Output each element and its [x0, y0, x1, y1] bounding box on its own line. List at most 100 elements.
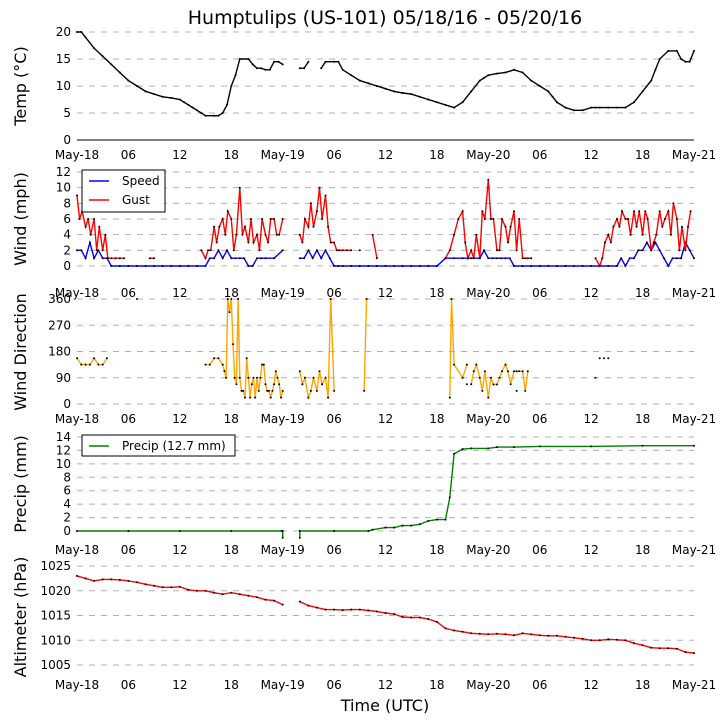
wind-point	[513, 265, 515, 267]
altimeter-point	[573, 636, 575, 639]
direction-xtick-label: May-18	[55, 412, 99, 426]
temp-point	[187, 103, 190, 106]
series-direction	[76, 298, 529, 401]
wind-point	[629, 233, 632, 236]
wind-point	[95, 249, 98, 252]
wind-point	[226, 210, 229, 213]
wind-point	[273, 218, 276, 220]
temp-point	[504, 71, 507, 74]
wind-point	[235, 233, 238, 236]
altimeter-point	[375, 610, 378, 613]
direction-ytick-label: 90	[56, 371, 71, 385]
wind-point	[672, 202, 675, 205]
temp-point	[461, 101, 464, 104]
direction-point	[594, 376, 597, 379]
wind-point	[681, 225, 683, 228]
wind-point	[209, 249, 212, 252]
temp-point	[268, 68, 271, 71]
temp-point	[264, 68, 267, 71]
wind-point	[603, 241, 606, 244]
temp-point	[144, 90, 147, 93]
altimeter-xtick-label: May-18	[55, 678, 99, 692]
altimeter-xtick-label: May-20	[466, 678, 510, 692]
temp-point	[693, 49, 695, 52]
wind-point	[350, 249, 353, 252]
wind-point	[612, 225, 615, 228]
wind-point	[384, 265, 387, 267]
altimeter-point	[350, 608, 353, 611]
wind-point	[658, 210, 661, 213]
temp-point	[521, 71, 524, 74]
altimeter-xtick-label: 12	[378, 678, 393, 692]
direction-xtick-label: 18	[429, 412, 444, 426]
altimeter-point	[598, 639, 601, 642]
wind-point	[238, 186, 241, 189]
panel-altimeter: 1005 1010 1015 1020 1025 Altimeter (hPa) May-1…	[11, 557, 716, 692]
wind-point	[341, 249, 344, 252]
temp-point	[350, 74, 353, 77]
wind-point	[444, 257, 447, 260]
temp-point	[80, 31, 83, 33]
wind-point	[335, 249, 338, 252]
direction-point	[266, 389, 269, 392]
wind-point	[136, 265, 138, 267]
wind-point	[153, 265, 156, 267]
altimeter-point	[633, 642, 635, 645]
altimeter-point	[196, 589, 198, 592]
precip-point	[401, 524, 404, 527]
wind-point	[521, 265, 524, 267]
altimeter-point	[230, 591, 233, 594]
direction-ytick-label: 180	[48, 345, 71, 359]
wind-xtick-label: May-20	[466, 286, 510, 300]
wind-ylabel: Wind (mph)	[11, 172, 30, 266]
precip-xtick-label: 06	[532, 543, 547, 557]
temp-point	[551, 95, 554, 98]
direction-point	[261, 363, 264, 366]
temp-point	[277, 60, 280, 63]
wind-point	[687, 225, 689, 228]
direction-point	[101, 363, 104, 366]
temp-point	[680, 58, 683, 60]
wind-point	[264, 257, 267, 260]
wind-point	[187, 265, 190, 267]
temp-point	[573, 109, 575, 112]
wind-xtick-label: 12	[172, 286, 187, 300]
wind-point	[358, 249, 361, 252]
altimeter-xtick-label: 18	[224, 678, 239, 692]
precip-point	[495, 446, 498, 449]
altimeter-point	[324, 608, 327, 611]
wind-point	[598, 265, 601, 267]
wind-point	[669, 233, 672, 236]
temp-point	[393, 90, 396, 93]
altimeter-point	[513, 634, 515, 637]
temp-xtick-label: 12	[378, 148, 393, 162]
x-axis-label: Time (UTC)	[340, 696, 429, 715]
wind-point	[123, 257, 126, 260]
altimeter-point	[238, 593, 241, 596]
temp-point	[298, 67, 301, 70]
wind-ytick-label: 4	[63, 228, 71, 242]
temp-point	[564, 106, 567, 109]
wind-point	[275, 233, 278, 236]
altimeter-point	[675, 647, 678, 650]
temp-point	[307, 60, 310, 63]
temp-point	[384, 87, 387, 90]
series-gust	[76, 178, 692, 268]
altimeter-xtick-label: May-21	[672, 678, 716, 692]
temp-xtick-label: May-18	[55, 148, 99, 162]
wind-point	[515, 249, 518, 252]
temp-xtick-label: 12	[584, 148, 599, 162]
direction-xtick-label: 06	[121, 412, 136, 426]
wind-point	[101, 257, 104, 260]
altimeter-ytick-label: 1010	[40, 633, 71, 647]
wind-point	[661, 225, 664, 228]
temp-point	[483, 76, 485, 79]
temp-point	[675, 49, 678, 52]
direction-point	[307, 396, 310, 399]
altimeter-ytick-label: 1005	[40, 658, 71, 672]
direction-point	[204, 363, 207, 366]
wind-point	[358, 265, 361, 267]
precip-xtick-label: 12	[584, 543, 599, 557]
wind-point	[472, 257, 475, 260]
wind-point	[526, 257, 529, 260]
